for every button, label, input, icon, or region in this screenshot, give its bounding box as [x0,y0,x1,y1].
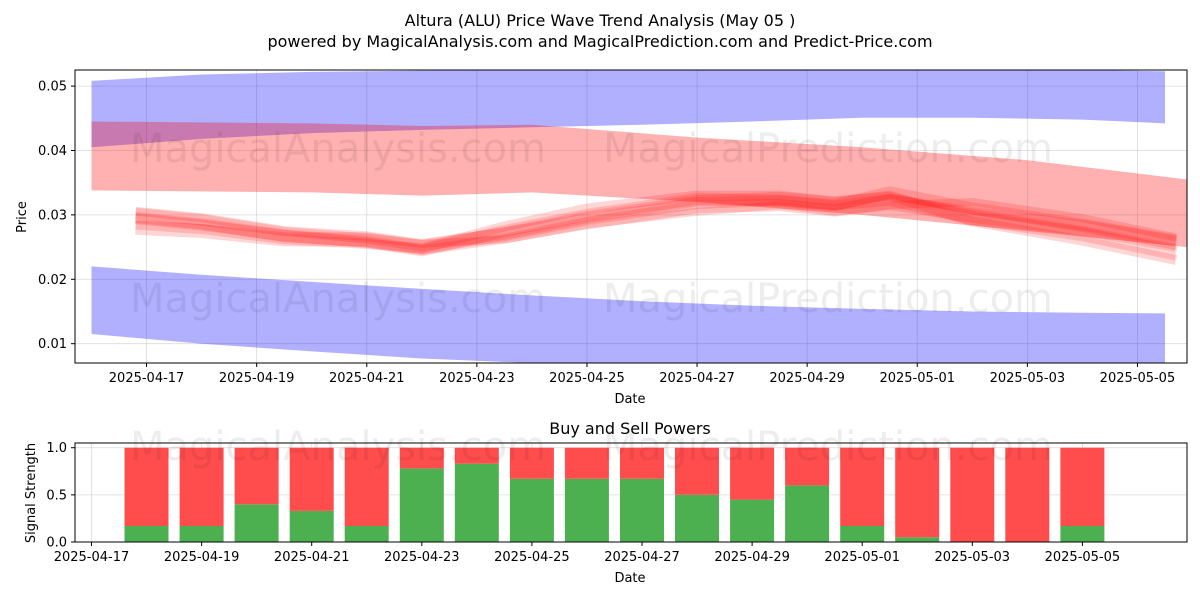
signal-y-tick-label: 0.0 [46,536,67,551]
price-x-axis: 2025-04-17 2025-04-19 2025-04-21 2025-04-23… [109,363,1175,386]
sell-bar [840,447,885,526]
buy-bar [509,478,554,542]
signal-x-tick-label: 2025-05-03 [935,550,1011,565]
price-x-tick-label: 2025-04-23 [439,371,515,386]
price-line-series-6 [135,193,1177,252]
signal-x-label: Date [614,571,645,586]
sell-bar [730,447,775,500]
sell-bar [785,447,830,486]
sell-bar [399,447,444,469]
buy-bar [1060,526,1105,542]
watermark-mid-left: MagicalAnalysis.com [130,276,546,322]
buy-bar [895,537,940,542]
sell-bar [454,447,499,464]
price-y-tick-label: 0.01 [38,337,67,352]
watermark-bottom-left: MagicalAnalysis.com [130,424,546,470]
price-panel: MagicalAnalysis.com MagicalPrediction.co… [15,69,1188,407]
buy-bar [564,478,609,542]
signal-x-tick-label: 2025-04-27 [604,550,680,565]
price-bands [91,70,1187,363]
chart-subtitle: powered by MagicalAnalysis.com and Magic… [267,32,932,51]
watermark-bottom-right: MagicalPrediction.com [603,424,1053,470]
buy-bar [454,463,499,542]
price-y-label: Price [15,201,30,233]
buy-bar [620,478,664,542]
price-x-tick-label: 2025-04-17 [109,371,185,386]
sell-bar [289,447,334,511]
sell-bar [1005,447,1050,542]
price-x-tick-label: 2025-05-03 [990,371,1066,386]
buy-bar [399,468,444,542]
upper-blue-band [91,70,1165,148]
signal-x-tick-label: 2025-04-29 [714,550,790,565]
signal-y-tick-label: 1.0 [46,441,67,456]
buy-bar [730,499,775,542]
price-line-series-3 [135,190,1178,265]
sell-bar [1060,447,1105,526]
sell-bar [344,447,389,526]
lower-blue-band [91,266,1165,363]
price-x-tick-label: 2025-05-01 [879,371,955,386]
sell-bar [950,447,995,542]
signal-panel: Buy and Sell Powers MagicalAnalysis.com … [24,419,1188,586]
buy-bar [785,485,830,542]
price-x-tick-label: 2025-04-19 [219,371,295,386]
signal-x-tick-label: 2025-04-17 [54,550,130,565]
watermark-mid-right: MagicalPrediction.com [603,276,1053,322]
signal-x-tick-label: 2025-04-25 [494,550,570,565]
buy-bar [344,526,389,542]
red-wave-band [91,121,1187,248]
sell-bar [179,447,224,526]
sell-bar [564,447,609,479]
sell-bar [620,447,664,479]
signal-y-label: Signal Strength [24,443,39,543]
price-lines [134,186,1178,265]
price-line-series-4 [135,198,1177,248]
buy-bar [234,504,279,542]
price-y-axis: 0.01 0.02 0.03 0.04 0.05 [38,80,75,352]
signal-x-axis: 2025-04-17 2025-04-19 2025-04-21 2025-04-23… [54,542,1120,565]
price-x-tick-label: 2025-04-21 [329,371,405,386]
watermark-top-left: MagicalAnalysis.com [130,126,546,172]
price-x-tick-label: 2025-05-05 [1100,371,1176,386]
price-x-tick-label: 2025-04-25 [549,371,625,386]
price-x-tick-label: 2025-04-27 [659,371,735,386]
buy-bar [289,510,334,542]
signal-x-tick-label: 2025-05-05 [1045,550,1121,565]
price-x-tick-label: 2025-04-29 [769,371,845,386]
signal-title: Buy and Sell Powers [549,419,711,438]
sell-bar [234,447,279,505]
price-y-tick-label: 0.03 [38,208,67,223]
buy-bar [124,526,169,542]
signal-x-tick-label: 2025-05-01 [824,550,900,565]
price-line-series-1 [134,194,1178,256]
sell-bar [675,447,719,495]
price-y-tick-label: 0.02 [38,273,67,288]
chart-title: Altura (ALU) Price Wave Trend Analysis (… [405,11,796,30]
sell-bar [124,447,169,526]
price-line-series-5 [135,191,1178,261]
price-plot-frame [74,69,1188,364]
signal-x-tick-label: 2025-04-19 [164,550,240,565]
sell-bar [895,447,940,538]
buy-bar [675,494,719,542]
signal-x-tick-label: 2025-04-23 [384,550,460,565]
signal-y-tick-label: 0.5 [46,488,67,503]
signal-plot-frame [74,442,1188,543]
signal-bars [124,447,1105,542]
buy-bar [179,526,224,542]
signal-x-tick-label: 2025-04-21 [274,550,350,565]
price-y-tick-label: 0.04 [38,144,67,159]
price-y-tick-label: 0.05 [38,80,67,95]
watermark-top-right: MagicalPrediction.com [603,126,1053,172]
price-x-label: Date [614,392,645,407]
price-line-series-2 [135,186,1178,257]
buy-bar [840,526,885,542]
signal-y-axis: 0.0 0.5 1.0 [46,441,75,551]
sell-bar [509,447,554,479]
price-gridlines [75,70,1187,363]
